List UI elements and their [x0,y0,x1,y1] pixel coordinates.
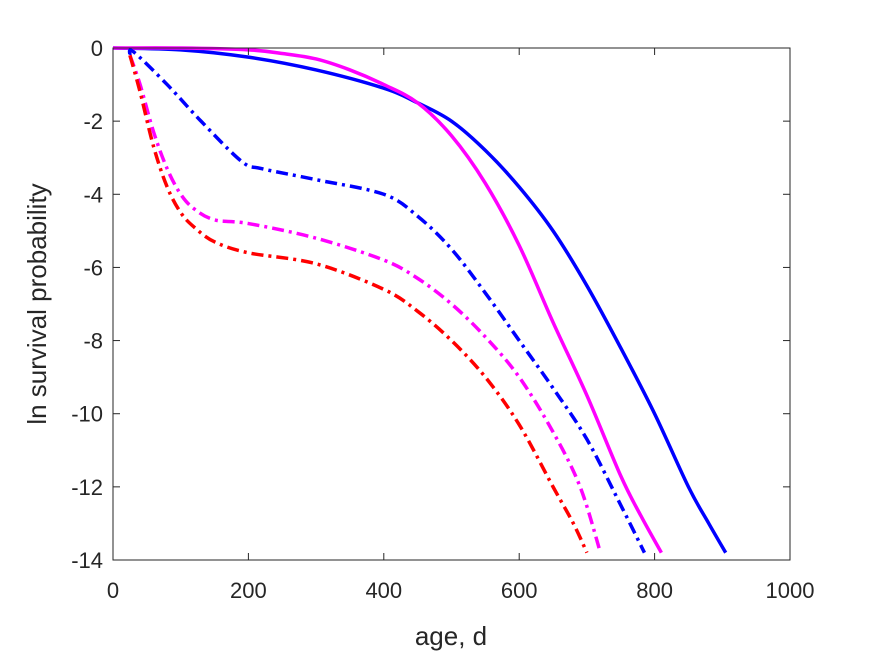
y-tick-label: -4 [83,182,103,207]
y-tick-label: -14 [71,548,103,573]
x-axis-title: age, d [415,621,487,651]
series-line-2 [112,46,663,554]
x-axis: 0 200 400 600 800 1000 [107,48,815,603]
y-tick-label: 0 [91,36,103,61]
series-layer [112,46,728,554]
x-tick-label: 600 [501,578,538,603]
series-line-3 [127,48,647,554]
y-tick-label: -8 [83,329,103,354]
x-tick-label: 200 [230,578,267,603]
y-axis: 0 -2 -4 -6 -8 -10 -12 -14 [71,36,790,573]
y-tick-label: -12 [71,475,103,500]
series-line-1 [112,46,728,554]
x-tick-label: 0 [107,578,119,603]
plot-frame [112,47,791,561]
y-tick-label: -6 [83,255,103,280]
series-line-5 [128,54,589,554]
x-tick-label: 1000 [766,578,815,603]
y-axis-title: ln survival probability [22,183,52,424]
x-tick-label: 800 [636,578,673,603]
series-line-4 [128,54,603,554]
y-tick-label: -10 [71,402,103,427]
x-tick-label: 400 [365,578,402,603]
y-tick-label: -2 [83,109,103,134]
